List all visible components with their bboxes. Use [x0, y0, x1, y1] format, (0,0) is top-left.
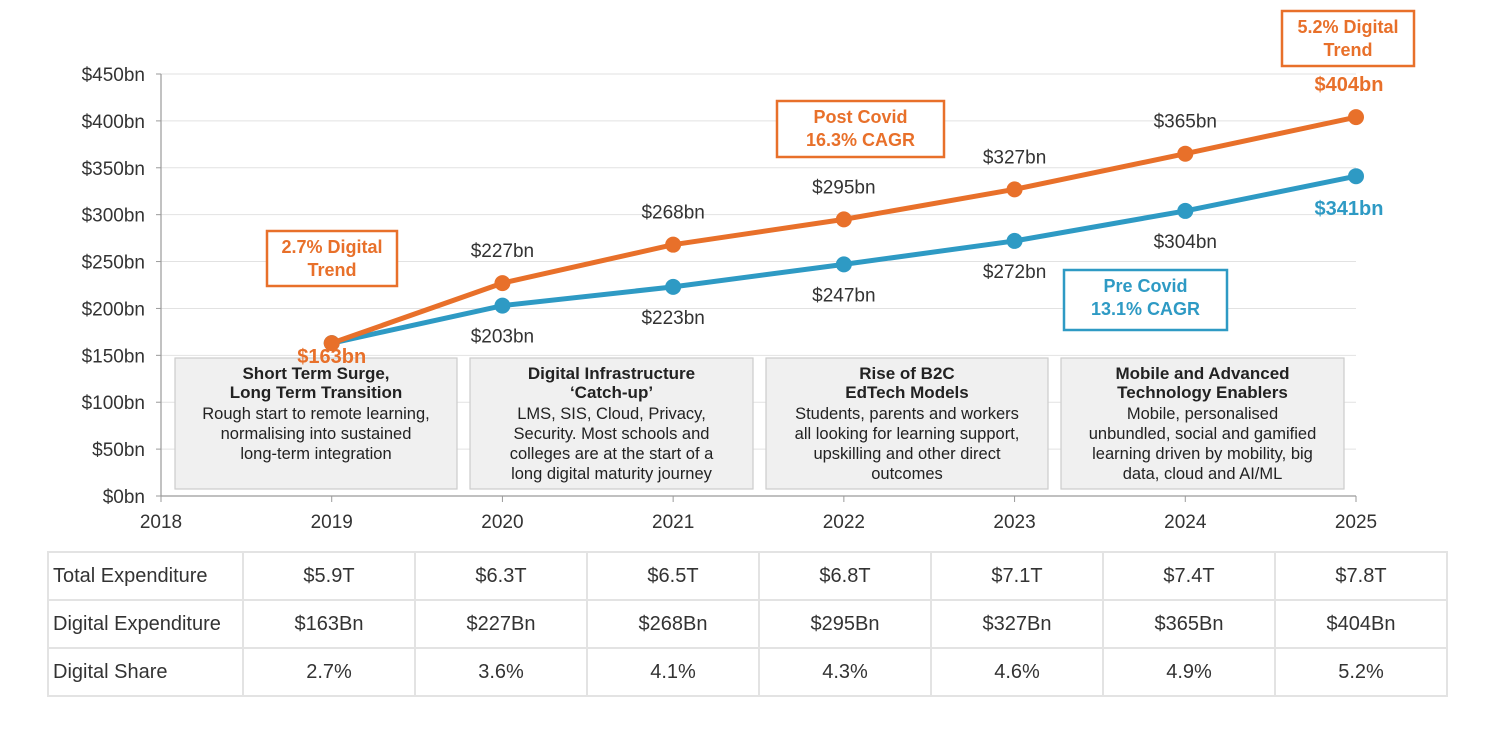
phase-box: [765, 357, 1049, 490]
table-cell: $6.5T: [586, 551, 760, 601]
data-label: $247bn: [812, 285, 875, 306]
data-label: $365bn: [1154, 112, 1217, 133]
callout-box: [775, 99, 946, 159]
table-row: Total Expenditure $5.9T $6.3T $6.5T $6.8…: [47, 551, 1448, 601]
x-tick-label: 2018: [140, 512, 182, 533]
data-point-pre: [1006, 232, 1023, 249]
phase-description: Mobile, personalised unbundled, social an…: [1089, 405, 1317, 483]
y-tick-label: $0bn: [103, 487, 145, 508]
x-tick-label: 2025: [1335, 512, 1377, 533]
y-tick-label: $300bn: [82, 206, 145, 227]
table-cell: $365Bn: [1102, 599, 1276, 649]
x-tick-label: 2022: [823, 512, 865, 533]
data-point-post: [835, 211, 852, 228]
table-cell: $327Bn: [930, 599, 1104, 649]
phase-box: [469, 357, 754, 490]
y-tick-label: $200bn: [82, 299, 145, 320]
phase-title: Short Term Surge, Long Term Transition: [230, 364, 403, 402]
data-label: $268bn: [641, 203, 704, 224]
phase-description: Rough start to remote learning, normalisi…: [202, 405, 429, 463]
y-tick-label: $150bn: [82, 346, 145, 367]
table-cell: $7.1T: [930, 551, 1104, 601]
phase-title: Mobile and Advanced Technology Enablers: [1115, 364, 1289, 402]
table-cell: $7.8T: [1274, 551, 1448, 601]
data-point-pre: [1177, 202, 1194, 219]
table-cell: 3.6%: [414, 647, 588, 697]
expenditure-table: Total Expenditure $5.9T $6.3T $6.5T $6.8…: [47, 551, 1448, 697]
table-cell: $6.8T: [758, 551, 932, 601]
data-point-pre: [665, 278, 682, 295]
table-cell: $295Bn: [758, 599, 932, 649]
x-tick-label: 2023: [993, 512, 1035, 533]
data-point-post: [1177, 145, 1194, 162]
data-label: $227bn: [471, 241, 534, 262]
table-cell: 4.1%: [586, 647, 760, 697]
table-cell: $227Bn: [414, 599, 588, 649]
data-point-pre: [1348, 168, 1364, 185]
callout-text: Post Covid 16.3% CAGR: [806, 107, 915, 150]
phase-description: LMS, SIS, Cloud, Privacy, Security. Most …: [510, 405, 714, 483]
data-point-post: [494, 275, 511, 292]
phase-description: Students, parents and workers all looking…: [795, 405, 1020, 483]
table-row: Digital Share 2.7% 3.6% 4.1% 4.3% 4.6% 4…: [47, 647, 1448, 697]
table-cell: $6.3T: [414, 551, 588, 601]
phase-title: Digital Infrastructure ‘Catch-up’: [528, 364, 695, 402]
x-tick-label: 2024: [1164, 512, 1207, 533]
data-label: $295bn: [812, 177, 875, 198]
phase-box: [1060, 357, 1345, 490]
callout-box: [1062, 268, 1229, 332]
table-cell: $5.9T: [242, 551, 416, 601]
table-cell: 4.3%: [758, 647, 932, 697]
y-tick-label: $350bn: [82, 159, 145, 180]
row-label: Digital Expenditure: [47, 599, 244, 649]
table-cell: 4.9%: [1102, 647, 1276, 697]
callout-text: 2.7% Digital Trend: [281, 237, 382, 280]
callout-text: 5.2% Digital Trend: [1297, 17, 1398, 60]
callout-text: Pre Covid 13.1% CAGR: [1091, 276, 1200, 319]
data-label: $223bn: [641, 308, 704, 329]
x-tick-label: 2021: [652, 512, 694, 533]
row-label: Total Expenditure: [47, 551, 244, 601]
data-point-post: [665, 236, 682, 253]
row-label: Digital Share: [47, 647, 244, 697]
callout-box: [265, 229, 399, 288]
table-cell: 4.6%: [930, 647, 1104, 697]
y-tick-label: $50bn: [92, 440, 145, 461]
y-tick-label: $100bn: [82, 393, 145, 414]
data-point-post: [1348, 109, 1364, 126]
x-tick-label: 2019: [311, 512, 353, 533]
table-cell: $268Bn: [586, 599, 760, 649]
line-chart: $0bn $50bn $100bn $150bn $200bn $250bn $300bn $…: [82, 9, 1416, 533]
table-cell: $7.4T: [1102, 551, 1276, 601]
table-cell: $163Bn: [242, 599, 416, 649]
y-tick-label: $450bn: [82, 65, 145, 86]
data-label: $327bn: [983, 147, 1046, 168]
data-label: $404bn: [1315, 74, 1384, 96]
table-row: Digital Expenditure $163Bn $227Bn $268Bn…: [47, 599, 1448, 649]
data-label: $163bn: [297, 346, 366, 368]
table-cell: 5.2%: [1274, 647, 1448, 697]
table-cell: 2.7%: [242, 647, 416, 697]
table-cell: $404Bn: [1274, 599, 1448, 649]
data-label: $272bn: [983, 262, 1046, 283]
data-label: $203bn: [471, 327, 534, 348]
x-tick-label: 2020: [481, 512, 523, 533]
y-tick-label: $250bn: [82, 253, 145, 274]
data-point-post: [323, 335, 340, 352]
phase-title: Rise of B2C EdTech Models: [845, 364, 968, 402]
data-point-pre: [835, 256, 852, 273]
y-tick-label: $400bn: [82, 112, 145, 133]
data-label: $304bn: [1154, 232, 1217, 253]
phase-box: [174, 357, 458, 490]
callout-box: [1280, 9, 1416, 68]
data-label: $341bn: [1315, 198, 1384, 220]
data-point-post: [1006, 181, 1023, 198]
data-point-pre: [494, 297, 511, 314]
